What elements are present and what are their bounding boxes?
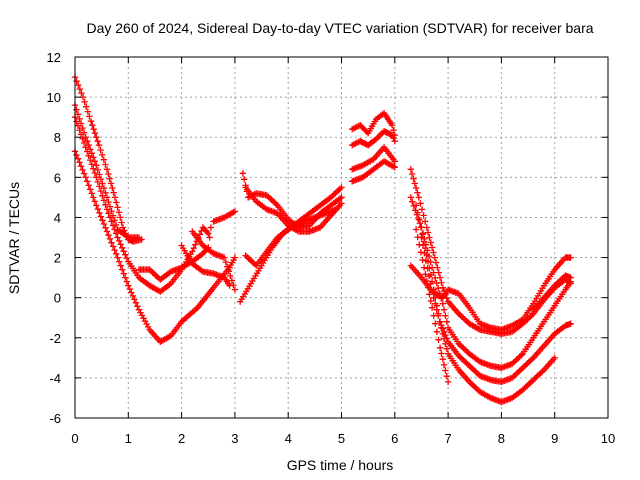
y-tick-label: 0 <box>54 291 61 306</box>
series-trace-l <box>237 206 340 305</box>
series-trace-n <box>349 128 398 149</box>
x-tick-label: 1 <box>125 431 132 446</box>
plus-marks-trace-b <box>71 73 145 245</box>
y-tick-label: 6 <box>54 170 61 185</box>
plus-marks-trace-j <box>242 184 345 235</box>
plus-marks-trace-l <box>237 206 340 305</box>
series-trace-o <box>349 144 398 173</box>
series-trace-m <box>349 110 398 139</box>
plus-marks-trace-n <box>349 128 398 149</box>
x-tick-label: 10 <box>601 431 615 446</box>
series-trace-p <box>349 158 398 185</box>
data-marks <box>71 73 574 406</box>
y-tick-label: 12 <box>47 50 61 65</box>
x-tick-label: 6 <box>391 431 398 446</box>
x-axis-ticks: 0 1 2 3 4 5 6 7 8 9 10 <box>71 57 615 446</box>
plus-marks-trace-e <box>135 224 215 283</box>
chart-title: Day 260 of 2024, Sidereal Day-to-day VTE… <box>86 20 593 36</box>
plus-marks-trace-f <box>189 228 239 293</box>
x-tick-label: 4 <box>285 431 292 446</box>
y-axis-label: SDTVAR / TECUs <box>6 182 22 294</box>
y-tick-label: 8 <box>54 130 61 145</box>
plus-marks-trace-s <box>412 202 574 386</box>
x-tick-label: 0 <box>71 431 78 446</box>
series-trace-e <box>135 224 215 283</box>
plus-marks-trace-q <box>407 166 574 337</box>
series-trace-w <box>530 272 574 313</box>
x-axis-label: GPS time / hours <box>287 457 394 473</box>
plus-marks-trace-u <box>418 234 558 406</box>
y-tick-label: 10 <box>47 90 61 105</box>
y-tick-label: -4 <box>49 371 61 386</box>
series-trace-q <box>407 166 574 337</box>
plus-marks-trace-h <box>178 242 233 289</box>
plus-marks-trace-o <box>349 144 398 173</box>
x-tick-label: 7 <box>444 431 451 446</box>
plus-marks-trace-w <box>530 272 574 313</box>
y-tick-label: 2 <box>54 251 61 266</box>
x-tick-label: 8 <box>498 431 505 446</box>
series-trace-j <box>242 184 345 235</box>
plus-marks-trace-p <box>349 158 398 185</box>
x-tick-label: 2 <box>178 431 185 446</box>
series-trace-h <box>178 242 233 289</box>
x-tick-label: 3 <box>231 431 238 446</box>
x-tick-label: 5 <box>338 431 345 446</box>
y-tick-label: -2 <box>49 331 61 346</box>
plus-marks-trace-m <box>349 110 398 139</box>
x-tick-label: 9 <box>551 431 558 446</box>
series-trace-b <box>71 73 145 245</box>
plus-marks-trace-v <box>407 254 574 333</box>
series-trace-s <box>412 202 574 386</box>
y-axis-ticks: -6 -4 -2 0 2 4 6 8 10 12 <box>47 50 608 426</box>
plus-marks-trace-g <box>210 208 239 225</box>
series-trace-g <box>210 208 239 225</box>
series-trace-f <box>189 228 239 293</box>
series-trace-u <box>418 234 558 406</box>
series-trace-r <box>407 194 574 372</box>
y-tick-label: -6 <box>49 411 61 426</box>
series-trace-v <box>407 254 574 333</box>
y-tick-label: 4 <box>54 210 61 225</box>
plus-marks-trace-r <box>407 194 574 372</box>
